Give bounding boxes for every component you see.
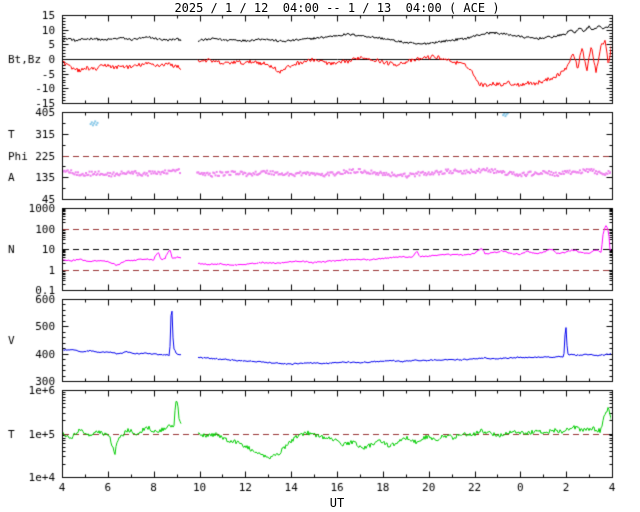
chart-title: 2025 / 1 / 12 04:00 -- 1 / 13 04:00 ( AC… — [174, 1, 500, 15]
x-axis-label: UT — [329, 496, 345, 510]
